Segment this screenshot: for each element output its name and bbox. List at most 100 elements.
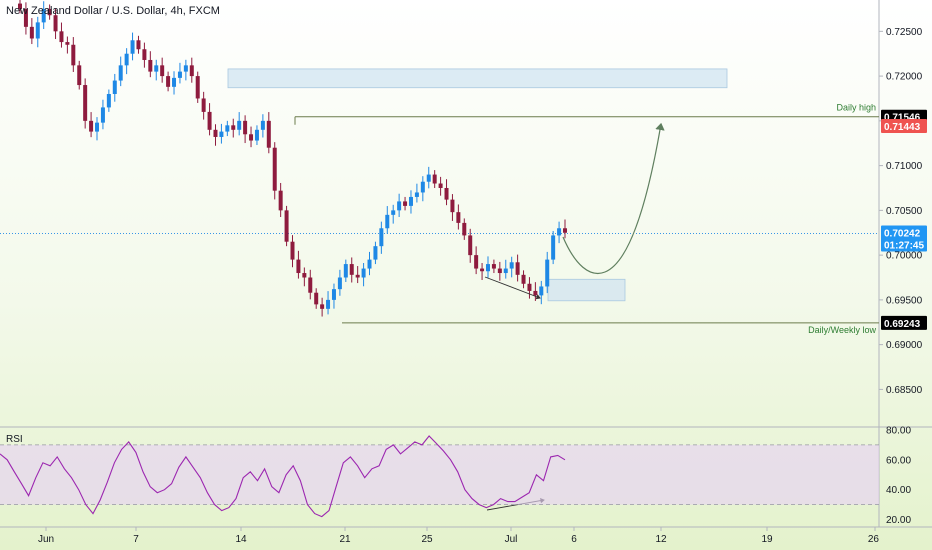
candle-body <box>355 274 360 278</box>
demand-zone <box>547 278 626 302</box>
candle-body <box>249 134 254 141</box>
candle-body <box>337 277 342 290</box>
candle-body <box>219 131 224 137</box>
candle-body <box>361 268 366 278</box>
candle <box>438 176 443 196</box>
candle <box>373 241 378 265</box>
daily-weekly-low-annotation: Daily/Weekly low <box>808 325 876 335</box>
candle-body <box>83 85 88 121</box>
candle-body <box>89 120 94 132</box>
candle-body <box>142 49 147 60</box>
candle <box>474 246 479 275</box>
candle-body <box>260 120 265 130</box>
candle-body <box>426 174 431 182</box>
candle <box>331 283 336 309</box>
candle <box>296 250 301 279</box>
candle <box>77 60 82 90</box>
candle <box>106 89 111 112</box>
candle <box>47 4 52 20</box>
price-badge-last <box>881 225 927 252</box>
time-tick-label: 26 <box>868 534 880 545</box>
candle <box>403 196 408 211</box>
candle <box>527 277 532 299</box>
candle <box>100 99 105 130</box>
price-tick-label: 0.71000 <box>886 161 923 172</box>
price-badge-text: 0.71443 <box>884 122 921 133</box>
price-tick-label: 0.70500 <box>886 206 923 217</box>
candle-body <box>166 76 171 87</box>
candle <box>166 71 171 92</box>
candle <box>337 269 342 296</box>
candle <box>521 270 526 289</box>
candle <box>237 112 242 136</box>
candle-body <box>432 174 437 184</box>
candle-body <box>254 129 259 141</box>
candle-body <box>308 277 313 293</box>
candle <box>539 280 544 305</box>
candle <box>408 190 413 214</box>
candle-body <box>29 26 34 39</box>
candle-body <box>272 147 277 191</box>
candle <box>124 48 129 75</box>
candle <box>136 35 141 54</box>
candle <box>320 297 325 317</box>
candle <box>314 288 319 309</box>
candle <box>420 176 425 202</box>
candle-body <box>527 283 532 291</box>
time-tick-label: 19 <box>761 534 773 545</box>
candle-body <box>397 201 402 211</box>
projection-arrow <box>562 122 665 274</box>
candle-body <box>124 53 129 66</box>
candle <box>563 219 567 239</box>
candle <box>53 8 58 40</box>
candle <box>432 170 437 188</box>
candle-body <box>545 259 550 287</box>
candle-body <box>225 125 230 132</box>
candle <box>142 42 147 68</box>
time-tick-label: 6 <box>571 534 577 545</box>
price-tick-label: 0.72500 <box>886 27 923 38</box>
rsi-tick-label: 60.00 <box>886 455 911 466</box>
candle <box>343 259 348 282</box>
candle <box>260 114 265 138</box>
candle-body <box>349 264 354 275</box>
candle <box>195 71 200 103</box>
candle <box>308 269 313 300</box>
candle-body <box>302 273 307 278</box>
rsi-tick-label: 20.00 <box>886 515 911 526</box>
candle <box>266 112 271 154</box>
candle <box>485 256 490 278</box>
candle <box>391 204 396 224</box>
candle-body <box>539 286 544 296</box>
price-tick-label: 0.68500 <box>886 385 923 396</box>
candle-body <box>403 201 408 206</box>
candle-body <box>343 264 348 278</box>
candle <box>397 193 402 217</box>
candle <box>243 115 248 144</box>
candle <box>444 179 449 206</box>
candle <box>41 1 46 30</box>
candle-body <box>391 210 396 215</box>
candle-body <box>35 22 40 39</box>
candle-body <box>468 235 473 256</box>
candle-body <box>41 8 46 23</box>
candle-body <box>438 183 443 188</box>
candle <box>172 71 177 95</box>
rsi-tick-label: 80.00 <box>886 425 911 436</box>
candle-body <box>444 187 449 200</box>
candle <box>201 91 206 120</box>
candle-body <box>201 98 206 112</box>
candle <box>361 263 366 287</box>
candle <box>254 125 259 146</box>
candle-body <box>130 40 135 54</box>
candle-body <box>278 190 283 211</box>
candle <box>367 251 372 276</box>
rsi-line <box>0 435 566 518</box>
candle-body <box>172 77 177 87</box>
price-badge-bid <box>881 118 927 133</box>
candle <box>545 251 550 294</box>
candle-body <box>183 65 188 72</box>
candle <box>385 206 390 234</box>
candle-body <box>189 65 194 77</box>
